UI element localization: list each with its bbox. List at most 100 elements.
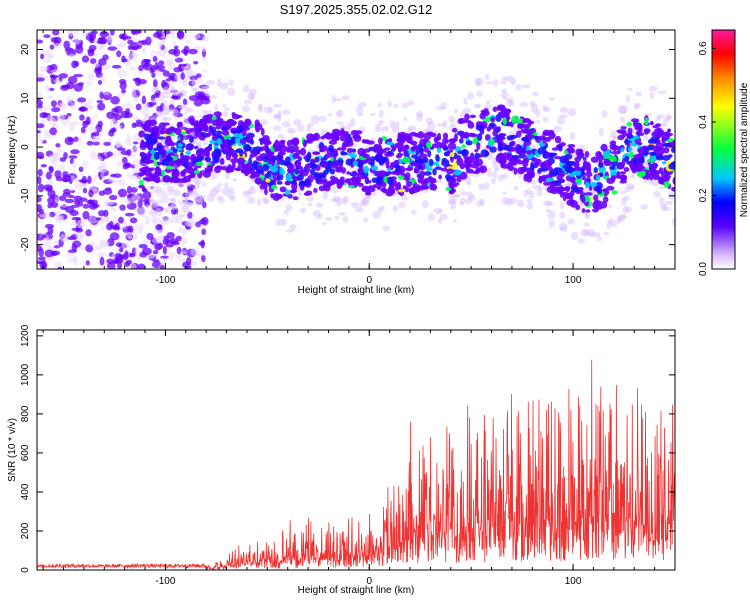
spectrogram-signal-cell xyxy=(643,128,651,133)
spectrogram-signal-cell xyxy=(515,130,522,138)
spectrogram-noise-cell xyxy=(200,181,208,185)
spectrogram-noise-cell xyxy=(152,259,160,263)
spectrogram-halo-cell xyxy=(333,195,342,202)
spectrogram-signal-cell xyxy=(501,152,511,160)
spectrogram-halo-cell xyxy=(536,187,543,197)
spectrogram-signal-cell xyxy=(211,135,219,141)
spectrogram-signal-cell xyxy=(489,123,494,128)
spectrogram-signal-cell xyxy=(145,172,153,177)
spectrogram-noise-cell xyxy=(92,62,100,69)
spectrogram-signal-cell xyxy=(594,200,602,204)
spectrogram-halo-cell xyxy=(593,231,601,238)
colorbar: 0.0 0.2 0.4 0.6 Normalized spectral amplitu… xyxy=(698,29,750,276)
spectrogram-halo-cell xyxy=(349,117,356,127)
spectrogram-noise-cell xyxy=(134,77,142,87)
spectrogram-halo-cell xyxy=(534,120,541,124)
spectrogram-noise-cell xyxy=(202,201,207,209)
spectrogram-halo-cell xyxy=(449,198,456,205)
spectrogram-noise-cell xyxy=(118,78,127,85)
spectrogram-noise-cell xyxy=(162,182,171,187)
spectrogram-signal-cell xyxy=(299,186,305,191)
spectrogram-noise-cell xyxy=(119,204,126,211)
spectrogram-halo-cell xyxy=(655,115,661,123)
spectrogram-noise-cell xyxy=(40,163,47,168)
spectrogram-signal-cell xyxy=(570,177,576,182)
spectrogram-signal-cell xyxy=(362,165,370,174)
spectrogram-cells xyxy=(37,30,675,269)
spectrogram-signal-cell xyxy=(258,137,266,143)
spectrogram-noise-cell xyxy=(96,99,104,104)
spectrogram-noise-cell xyxy=(171,41,176,45)
spectrogram-signal-cell xyxy=(623,166,630,172)
spectrogram-noise-cell xyxy=(156,64,166,70)
spectrogram-halo-cell xyxy=(577,238,585,244)
spectrogram-noise-cell xyxy=(142,190,152,200)
spectrogram-signal-cell xyxy=(186,134,192,139)
spectrogram-signal-cell xyxy=(408,187,416,195)
snr-y-tick-label: 200 xyxy=(20,522,31,539)
spectrogram-noise-cell xyxy=(96,252,107,258)
spectrogram-halo-cell xyxy=(466,175,472,185)
spectrogram-halo-cell xyxy=(307,202,313,207)
spectrogram-signal-cell xyxy=(457,118,464,125)
spectrogram-noise-cell xyxy=(79,197,88,202)
spectrogram-noise-cell xyxy=(160,34,171,39)
spectrogram-noise-cell xyxy=(145,204,150,208)
spectrogram-noise-cell xyxy=(74,183,80,190)
spectrogram-noise-cell xyxy=(81,30,89,37)
spectrogram-signal-cell xyxy=(158,122,166,130)
spectrogram-signal-cell xyxy=(328,144,335,152)
spectrogram-signal-cell xyxy=(621,129,627,138)
spectrogram-halo-cell xyxy=(502,191,508,195)
spectrogram-signal-cell xyxy=(597,154,604,162)
spectrogram-noise-cell xyxy=(152,185,162,193)
spectrogram-signal-cell xyxy=(392,146,397,151)
spectrogram-noise-cell xyxy=(95,217,102,221)
spectrogram-signal-cell xyxy=(522,159,529,168)
spectrogram-signal-cell xyxy=(328,139,338,145)
spectrogram-signal-cell xyxy=(433,136,439,144)
spectrogram-noise-cell xyxy=(127,103,133,110)
spectrogram-noise-cell xyxy=(68,53,75,58)
spectrogram-halo-cell xyxy=(256,198,262,206)
spectrogram-halo-cell xyxy=(243,84,250,93)
spectrogram-signal-cell xyxy=(369,156,377,162)
spectrogram-signal-cell xyxy=(471,170,480,175)
spectrogram-signal-cell xyxy=(216,130,223,135)
spectrogram-halo-cell xyxy=(483,104,493,109)
spectrogram-signal-cell xyxy=(167,152,175,156)
spectrogram-halo-cell xyxy=(597,236,602,242)
spectrogram-halo-cell xyxy=(161,104,170,111)
spectrogram-signal-cell xyxy=(139,141,147,149)
spectrogram-halo-cell xyxy=(228,79,234,87)
spectrogram-signal-cell xyxy=(414,132,421,138)
spectrogram-signal-cell xyxy=(647,144,655,151)
spectrogram-halo-cell xyxy=(627,87,633,91)
spectrogram-signal-cell xyxy=(381,187,386,192)
spectrogram-halo-cell xyxy=(161,116,168,122)
spectrogram-signal-cell xyxy=(361,185,370,192)
spectrogram-noise-cell xyxy=(88,127,98,134)
spectrogram-signal-cell xyxy=(542,181,552,186)
spectrogram-signal-cell xyxy=(581,195,586,204)
spectrogram-signal-cell xyxy=(509,156,515,165)
spectrogram-signal-cell xyxy=(663,174,672,179)
spectrogram-noise-cell xyxy=(45,171,52,180)
spectrogram-halo-cell xyxy=(569,132,576,140)
spectrogram-signal-cell xyxy=(650,135,659,144)
spectrogram-halo-cell xyxy=(372,210,381,219)
spectrogram-noise-cell xyxy=(72,38,82,44)
spectrogram-signal-cell xyxy=(498,136,506,141)
spectrogram-noise-cell xyxy=(158,60,165,66)
spectrogram-halo-cell xyxy=(629,173,636,179)
spectrogram-noise-cell xyxy=(37,168,43,177)
spectrogram-halo-cell xyxy=(209,188,218,197)
spectrogram-noise-cell xyxy=(133,94,139,103)
spectrogram-noise-cell xyxy=(152,217,162,226)
spectrogram-halo-cell xyxy=(261,197,269,201)
spectrogram-halo-cell xyxy=(189,190,198,195)
spectrogram-noise-cell xyxy=(79,114,85,121)
spectrogram-noise-cell xyxy=(117,92,124,98)
spectrogram-signal-cell xyxy=(670,186,675,192)
spectrogram-signal-cell xyxy=(231,161,236,170)
